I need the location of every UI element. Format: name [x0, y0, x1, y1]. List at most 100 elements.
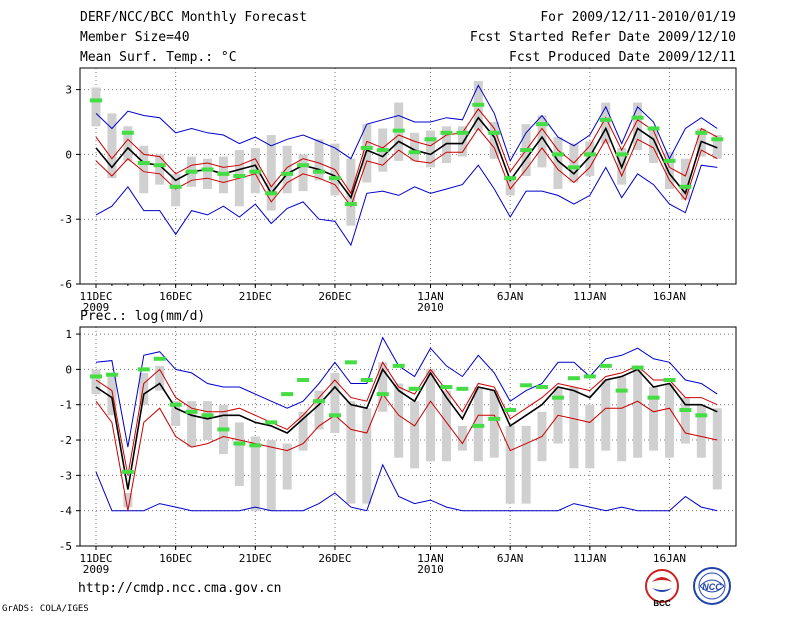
- spread-box: [712, 134, 722, 159]
- observed-marker: [695, 130, 708, 135]
- spread-box: [282, 443, 292, 490]
- observed-marker: [344, 360, 357, 365]
- observed-marker: [663, 158, 676, 163]
- spread-box: [633, 365, 643, 458]
- x-tick-label: 6JAN: [497, 290, 524, 303]
- spread-box: [712, 408, 722, 490]
- observed-marker: [90, 98, 102, 103]
- grads-credit: GrADS: COLA/IGES: [2, 604, 89, 614]
- observed-marker: [217, 427, 230, 432]
- spread-box: [107, 372, 117, 416]
- spread-box: [410, 132, 420, 161]
- observed-marker: [551, 395, 564, 400]
- observed-marker: [536, 385, 549, 390]
- y-tick-label: 0: [65, 148, 72, 161]
- observed-marker: [456, 386, 469, 391]
- ensemble-min-line: [95, 164, 718, 247]
- spread-box: [362, 408, 372, 504]
- spread-box: [569, 387, 579, 469]
- precip-panel-title: Prec.: log(mm/d): [80, 309, 206, 324]
- observed-marker: [408, 150, 421, 155]
- observed-marker: [201, 167, 214, 172]
- plot-frame: [79, 67, 737, 285]
- observed-marker: [249, 169, 262, 174]
- forecast-period: For 2009/12/11-2010/01/19: [540, 10, 736, 25]
- observed-marker: [583, 374, 596, 379]
- spread-box: [203, 158, 213, 189]
- spread-box: [553, 137, 563, 189]
- spread-box: [394, 383, 404, 458]
- spread-box: [330, 372, 340, 433]
- observed-marker: [297, 163, 310, 168]
- observed-marker: [599, 117, 612, 122]
- spread-box: [91, 87, 101, 127]
- spread-box: [537, 115, 547, 168]
- spread-box: [155, 154, 165, 185]
- spread-box: [187, 401, 197, 448]
- y-tick-label: -1: [59, 399, 72, 412]
- ensemble-mean-line: [95, 116, 718, 200]
- observed-marker: [185, 409, 198, 414]
- spread-box: [505, 425, 515, 504]
- observed-marker: [249, 443, 262, 448]
- spread-box: [441, 390, 451, 462]
- y-tick-label: 3: [65, 84, 72, 97]
- spread-box: [680, 158, 690, 200]
- observed-marker: [360, 377, 373, 382]
- observed-marker: [344, 202, 357, 207]
- source-url[interactable]: http://cmdp.ncc.cma.gov.cn: [78, 581, 282, 596]
- observed-marker: [488, 416, 501, 421]
- observed-marker: [504, 408, 517, 413]
- observed-marker: [376, 392, 389, 397]
- spread-box: [426, 130, 436, 168]
- observed-marker: [233, 441, 246, 446]
- spread-box: [505, 178, 515, 196]
- spread-box: [314, 390, 324, 430]
- spread-box: [123, 126, 133, 161]
- spread-box: [633, 102, 643, 151]
- spread-box: [489, 122, 499, 159]
- spread-box: [378, 362, 388, 412]
- plot-frame: [79, 326, 737, 547]
- spread-box: [250, 436, 260, 511]
- x-tick-label: 6JAN: [497, 552, 524, 565]
- observed-marker: [567, 165, 580, 170]
- spread-box: [664, 383, 674, 458]
- upper-spread-line: [95, 361, 718, 476]
- svg-text:BCC: BCC: [653, 599, 671, 608]
- x-tick-year-label: 2010: [417, 563, 444, 576]
- observed-marker: [105, 372, 118, 377]
- ncc-logo: NCC: [693, 567, 731, 605]
- spread-box: [426, 369, 436, 462]
- x-tick-label: 16JAN: [653, 552, 686, 565]
- spread-box: [298, 154, 308, 192]
- header-left: DERF/NCC/BCC Monthly Forecast Member Siz…: [80, 8, 307, 68]
- x-tick-label: 16DEC: [159, 290, 192, 303]
- upper-spread-line: [95, 108, 718, 195]
- observed-marker: [647, 126, 660, 131]
- spread-box: [649, 126, 659, 164]
- spread-box: [91, 369, 101, 395]
- y-tick-label: -2: [59, 434, 72, 447]
- spread-box: [139, 372, 149, 405]
- x-tick-year-label: 2009: [83, 563, 110, 576]
- observed-marker: [679, 408, 692, 413]
- spread-box: [234, 422, 244, 486]
- spread-box: [266, 440, 276, 511]
- observed-marker: [360, 145, 373, 150]
- x-tick-label: 26DEC: [318, 290, 351, 303]
- x-tick-label: 26DEC: [318, 552, 351, 565]
- observed-marker: [520, 148, 533, 153]
- spread-box: [314, 139, 324, 181]
- observed-marker: [424, 137, 437, 142]
- ensemble-min-line: [95, 463, 718, 512]
- y-tick-label: -3: [59, 469, 72, 482]
- x-tick-year-label: 2009: [83, 301, 110, 314]
- spread-box: [362, 124, 372, 183]
- spread-box: [585, 404, 595, 469]
- x-tick-label: 11DEC: [79, 552, 112, 565]
- observed-marker: [153, 356, 166, 361]
- x-tick-label: 16DEC: [159, 552, 192, 565]
- x-tick-label: 1JAN: [417, 552, 444, 565]
